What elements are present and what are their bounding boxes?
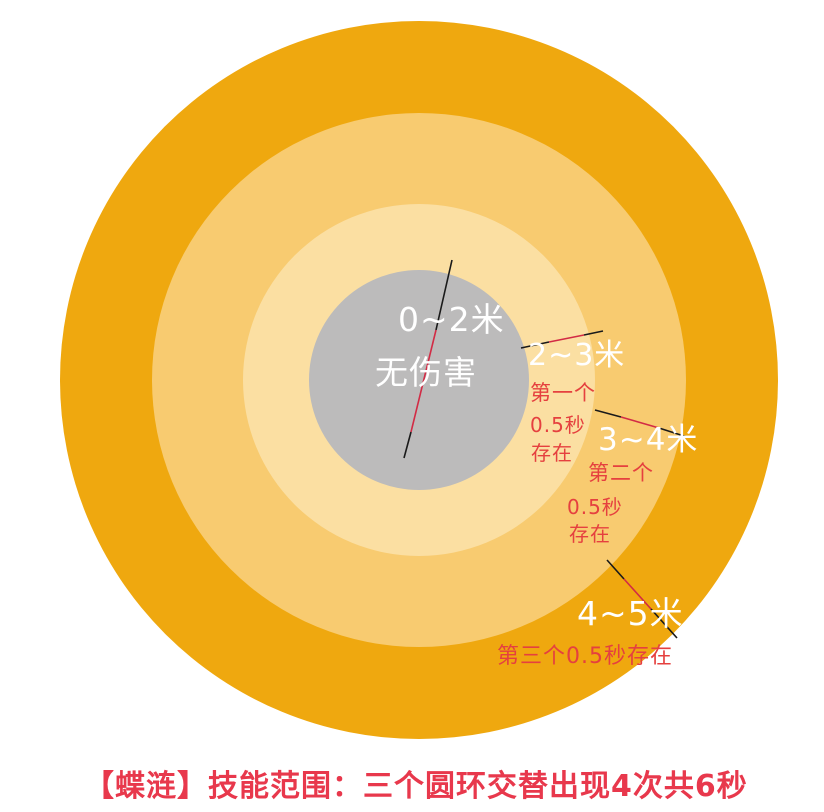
no-damage-label: 无伤害 xyxy=(375,353,477,392)
note-second-ring-line1: 第二个 xyxy=(588,461,654,485)
range-label-3-4m: 3~4米 xyxy=(598,422,699,458)
skill-caption: 【蝶涟】技能范围：三个圆环交替出现4次共6秒 xyxy=(84,769,748,804)
range-label-2-3m: 2~3米 xyxy=(528,338,626,373)
note-first-ring-line3: 存在 xyxy=(531,441,573,465)
range-label-0-2m: 0~2米 xyxy=(398,300,505,339)
note-second-ring-line3: 存在 xyxy=(569,522,611,546)
range-label-4-5m: 4~5米 xyxy=(577,594,684,633)
note-first-ring-line2: 0.5秒 xyxy=(530,413,586,437)
note-first-ring-line1: 第一个 xyxy=(530,381,596,405)
note-second-ring-line2: 0.5秒 xyxy=(567,495,623,519)
note-third-ring: 第三个0.5秒存在 xyxy=(497,644,673,669)
